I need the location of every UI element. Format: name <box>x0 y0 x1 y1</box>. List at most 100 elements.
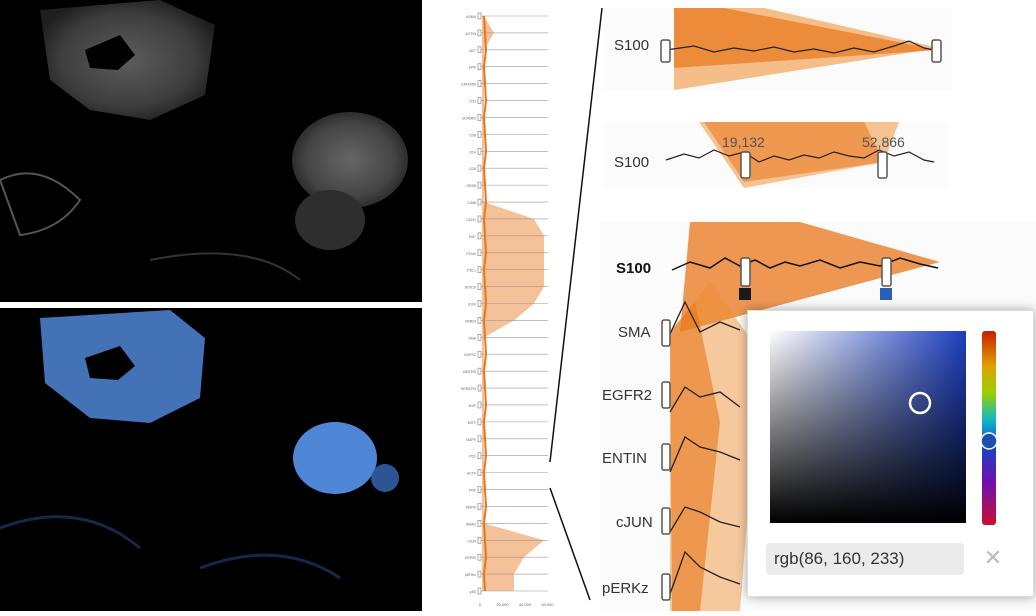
strip-axis-label: CD3 <box>469 100 476 104</box>
strip-axis-handle[interactable] <box>477 114 482 121</box>
strip-axis-handle[interactable] <box>477 97 482 104</box>
row-handle <box>661 319 671 347</box>
row-label: ENTIN <box>602 450 647 467</box>
strip-axis-handle[interactable] <box>477 401 482 409</box>
row-handle <box>661 573 671 601</box>
axis-label-selected: S100 <box>616 260 652 277</box>
row-handle <box>661 443 671 471</box>
strip-axis-label: SOX10 <box>465 286 476 290</box>
strip-axis-label: SMAD <box>466 522 477 526</box>
row-label: EGFR2 <box>602 387 653 404</box>
strip-axis-handle[interactable] <box>477 63 482 71</box>
strip-axis-handle[interactable] <box>477 164 482 172</box>
tissue-image-grayscale <box>0 0 422 302</box>
range-low-value: 19,132 <box>722 134 765 150</box>
strip-axis-label: VIMEN <box>465 319 477 323</box>
strip-axis-label: PDL1 <box>467 269 476 273</box>
color-picker[interactable]: rgb(86, 160, 233) ✕ <box>747 310 1034 597</box>
strip-axis-label: KI67 <box>469 235 476 239</box>
strip-axis-handle[interactable] <box>477 266 482 273</box>
strip-axis-label: ASMA <box>466 15 477 19</box>
strip-axis-label: ACTIN <box>466 32 477 36</box>
strip-axis-handle[interactable] <box>477 198 482 206</box>
strip-axis-handle[interactable] <box>477 418 482 426</box>
strip-axis-handle[interactable] <box>477 570 482 578</box>
strip-axis-label: CD4 <box>469 150 476 154</box>
row-handle <box>661 507 671 535</box>
strip-axis-label: S100 <box>468 303 476 307</box>
s100-handle-high <box>881 257 892 287</box>
strip-axis-handle[interactable] <box>477 587 482 595</box>
strip-axis-handle[interactable] <box>477 46 482 54</box>
strip-axis-label: PCNA <box>466 252 476 256</box>
strip-axis-handle[interactable] <box>477 486 482 493</box>
axis-label: S100 <box>614 37 650 54</box>
strip-axis-handle[interactable] <box>477 12 482 20</box>
strip-axis-label: ERK <box>469 66 477 70</box>
range-handle-low <box>740 151 751 179</box>
close-icon[interactable]: ✕ <box>983 545 1003 570</box>
strip-axis-label: ACTA <box>467 472 477 476</box>
row-handle <box>661 381 671 409</box>
rgb-value-field[interactable]: rgb(86, 160, 233) <box>766 543 964 575</box>
strip-axis-handle[interactable] <box>477 147 482 155</box>
strip-axis-handle[interactable] <box>477 80 482 87</box>
strip-axis-label: CATENIN <box>461 83 477 87</box>
strip-axis-handle[interactable] <box>477 283 482 290</box>
strip-axis-label: CD8 <box>469 133 476 137</box>
strip-axis-handle[interactable] <box>477 452 482 460</box>
strip-axis-label: AKT <box>469 49 477 53</box>
strip-axis-label: HSP90 <box>465 556 476 560</box>
strip-axis-handle[interactable] <box>477 520 482 527</box>
axis-panel-top[interactable]: S100 <box>604 8 952 90</box>
s100-handle-low <box>740 257 751 287</box>
axis-panel-mid[interactable]: S100 19,132 52,866 <box>604 122 948 188</box>
strip-axis-handle[interactable] <box>477 536 482 544</box>
marker-strip-overview[interactable]: ASMA ACTIN AKT ERK CATENIN CD3 CD45RO CD8 CD4 CD8… <box>450 6 560 611</box>
color-cursor <box>908 391 932 415</box>
strip-axis-handle[interactable] <box>477 469 482 476</box>
axis-handle-high <box>931 39 942 63</box>
strip-axis-label: NESTIN <box>463 370 476 374</box>
strip-axis-handle[interactable] <box>477 249 482 257</box>
strip-axis-label: MGFR <box>466 505 477 509</box>
strip-spine <box>482 15 488 592</box>
axis-label: S100 <box>614 154 650 171</box>
axis-handle-low <box>660 39 671 63</box>
strip-axis-handle[interactable] <box>477 215 482 223</box>
color-swatch-low <box>739 288 751 300</box>
strip-tick-label: 0 <box>479 602 482 607</box>
strip-axis-label: EGFR2 <box>464 353 476 357</box>
strip-axis-label: cJUN <box>467 539 476 543</box>
strip-axis-handle[interactable] <box>477 29 482 37</box>
strip-axis-handle[interactable] <box>477 317 482 324</box>
strip-axis-handle[interactable] <box>477 553 482 561</box>
strip-axis-label: CD8 <box>469 167 476 171</box>
strip-tick-label: 60,000 <box>541 602 554 607</box>
strip-axis-handle[interactable] <box>477 300 482 307</box>
strip-axis-label: HSP <box>469 404 477 408</box>
strip-axis-handle[interactable] <box>477 435 482 443</box>
strip-axis-label: NGFR <box>466 438 476 442</box>
strip-axis-handle[interactable] <box>477 181 482 189</box>
strip-axis-label: pS6 <box>470 590 476 594</box>
color-swatch-high <box>880 288 892 300</box>
strip-axis-label: PRF <box>469 489 476 493</box>
strip-axis-label: SMA <box>468 336 476 340</box>
range-high-value: 52,866 <box>862 134 905 150</box>
hue-slider-thumb <box>980 432 998 450</box>
hue-slider <box>982 331 996 525</box>
strip-axis-handle[interactable] <box>477 232 482 240</box>
strip-axis-handle[interactable] <box>477 503 482 510</box>
strip-axis-label: CD68 <box>467 201 476 205</box>
zoom-connector <box>549 7 603 601</box>
strip-axis-label: KERATIN <box>461 387 476 391</box>
row-label: pERKz <box>602 580 649 597</box>
strip-axis-handle[interactable] <box>477 334 482 341</box>
range-handle-high <box>877 151 888 179</box>
strip-axis-handle[interactable] <box>477 131 482 138</box>
strip-axis-handle[interactable] <box>477 350 482 358</box>
strip-axis-label: CD45RO <box>462 116 476 120</box>
strip-axis-handle[interactable] <box>477 384 482 392</box>
strip-axis-handle[interactable] <box>477 367 482 375</box>
